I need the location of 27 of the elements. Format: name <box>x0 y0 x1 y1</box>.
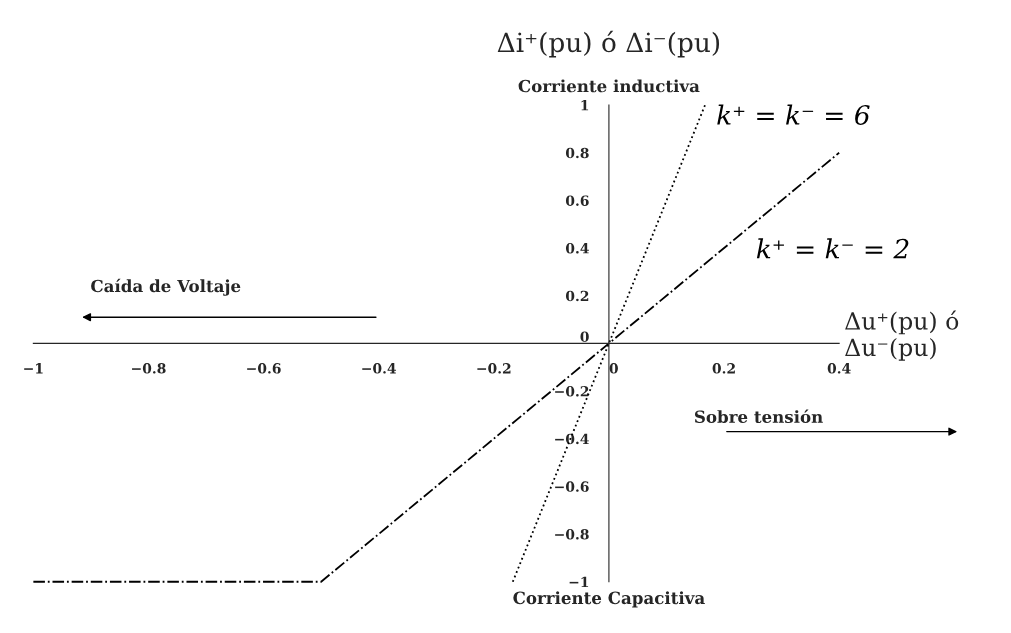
series-label: k⁺ = k⁻ = 6 <box>717 104 870 125</box>
y-tick-label: 0.8 <box>565 147 589 159</box>
y-axis-title: Δi⁺(pu) ó Δi⁻(pu) <box>497 30 720 58</box>
x-tick-label: 0.4 <box>827 363 851 374</box>
x-tick-label: −0.4 <box>362 363 397 374</box>
y-tick-label: −0.8 <box>555 529 589 540</box>
annotation: Sobre tensión <box>694 409 823 424</box>
y-tick-label: 1 <box>581 100 589 111</box>
text: Corriente inductiva <box>518 79 700 93</box>
x-tick-label: 0 <box>609 363 618 374</box>
y-tick-label: 0.6 <box>565 195 589 206</box>
y-tick-label: −0.2 <box>555 386 589 397</box>
x-tick-label: 0.2 <box>712 363 735 374</box>
x-tick-label: −0.2 <box>477 363 511 374</box>
y-tick-label: −0.4 <box>555 433 589 445</box>
series-label: k⁺ = k⁻ = 2 <box>756 238 909 259</box>
x-tick-label: −0.8 <box>132 363 166 374</box>
x-tick-label: −1 <box>24 363 43 374</box>
y-tick-label: −0.6 <box>555 481 589 492</box>
annotation: Caída de Voltaje <box>91 278 241 296</box>
y-tick-label: 0 <box>580 331 589 342</box>
y-tick-label: 0.4 <box>565 243 589 254</box>
y-tick-label: −1 <box>569 576 589 587</box>
y-tick-label: 0.2 <box>565 290 589 302</box>
x-axis-title: Δu⁺(pu) ó Δu⁻(pu) <box>845 310 959 361</box>
x-tick-label: −0.6 <box>247 363 281 374</box>
text: Corriente Capacitiva <box>513 591 705 608</box>
